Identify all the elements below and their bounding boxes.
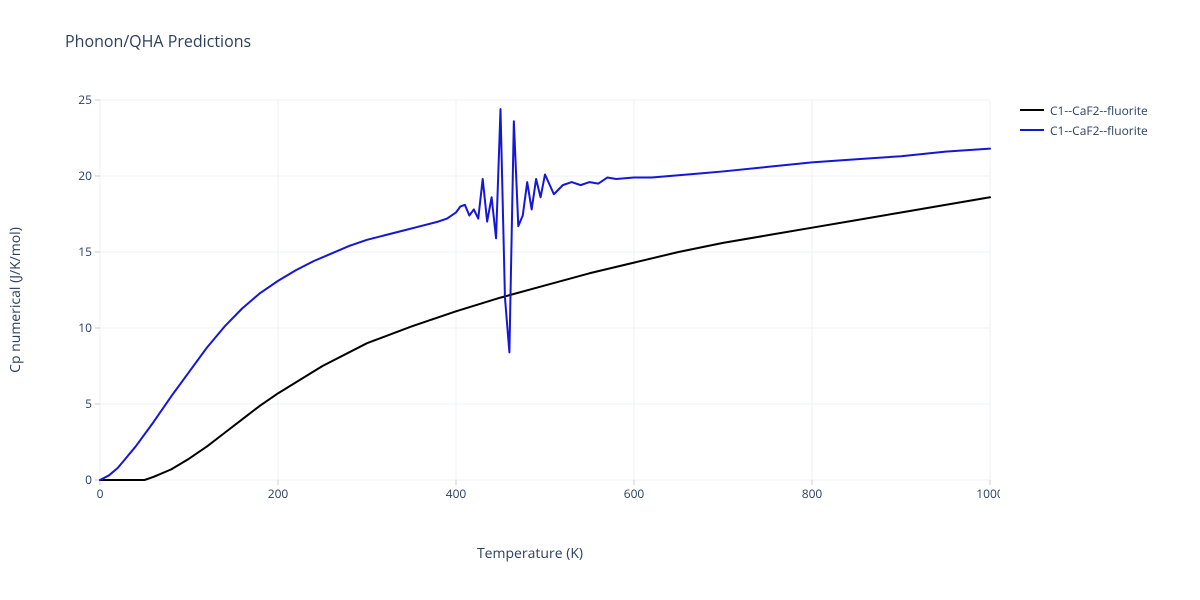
svg-text:200: 200 (268, 485, 289, 502)
legend-item[interactable]: C1--CaF2--fluorite (1020, 120, 1148, 140)
svg-text:0: 0 (97, 485, 104, 502)
legend-swatch (1020, 109, 1044, 111)
plot-svg: 0 200 400 600 800 1000 0 5 10 15 20 25 (60, 90, 1000, 510)
svg-text:25: 25 (78, 91, 92, 108)
chart-title: Phonon/QHA Predictions (65, 30, 251, 52)
legend-item[interactable]: C1--CaF2--fluorite (1020, 100, 1148, 120)
plot-area: 0 200 400 600 800 1000 0 5 10 15 20 25 (60, 90, 1000, 510)
svg-text:5: 5 (85, 395, 92, 412)
x-axis-label: Temperature (K) (60, 544, 1000, 563)
svg-text:20: 20 (78, 167, 92, 184)
legend-swatch (1020, 129, 1044, 131)
svg-text:0: 0 (85, 471, 92, 488)
chart-container: Phonon/QHA Predictions 02004006008001000… (0, 0, 1200, 600)
legend-label: C1--CaF2--fluorite (1050, 122, 1148, 139)
legend-label: C1--CaF2--fluorite (1050, 102, 1148, 119)
svg-text:800: 800 (802, 485, 823, 502)
svg-text:600: 600 (624, 485, 645, 502)
y-axis-label: Cp numerical (J/K/mol) (6, 90, 26, 510)
svg-text:15: 15 (78, 243, 92, 260)
svg-text:400: 400 (446, 485, 467, 502)
legend: C1--CaF2--fluorite C1--CaF2--fluorite (1020, 100, 1148, 140)
svg-text:1000: 1000 (976, 485, 1000, 502)
svg-text:10: 10 (78, 319, 92, 336)
